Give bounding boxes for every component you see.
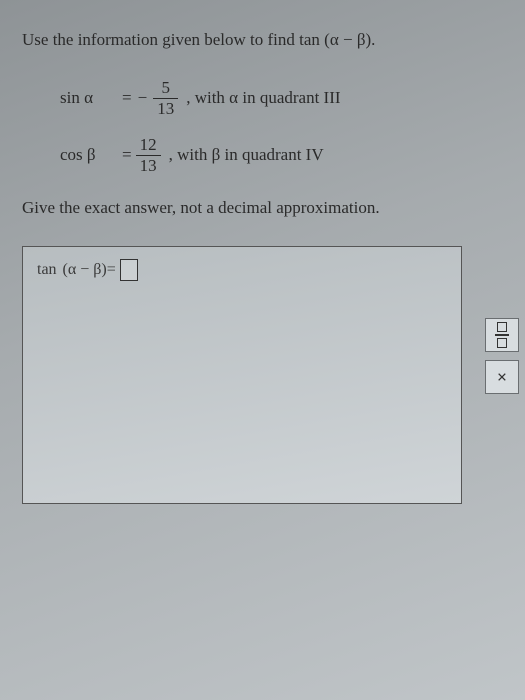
negative-sign-1: − [138,88,148,108]
fraction-tool-button[interactable] [485,318,519,352]
instruction-prefix: Use the information given below to find [22,30,299,49]
math-toolbox: × [485,318,519,394]
given-row-2: cos β = 12 13 , with β in quadrant IV [60,135,503,176]
numerator-1: 5 [157,78,174,98]
fraction-icon [495,322,509,348]
x-icon: × [497,367,507,388]
equals-1: = [122,88,132,108]
equals-2: = [122,145,132,165]
answer-expr-args: (α − β) [63,261,107,279]
fraction-1: 5 13 [153,78,178,119]
answer-func: tan [37,261,57,279]
answer-equals: = [107,261,116,279]
condition-1: , with α in quadrant III [186,88,340,108]
problem-instruction: Use the information given below to find … [22,28,503,52]
given-conditions: sin α = − 5 13 , with α in quadrant III … [60,78,503,176]
fraction-2: 12 13 [136,135,161,176]
lhs-2: cos β [60,145,122,165]
condition-2: , with β in quadrant IV [169,145,324,165]
answer-input[interactable] [120,259,138,281]
lhs-1: sin α [60,88,122,108]
numerator-2: 12 [136,135,161,155]
answer-area: tan (α − β) = [22,246,462,504]
secondary-instruction: Give the exact answer, not a decimal app… [22,198,503,218]
instruction-func: tan [299,30,320,49]
given-row-1: sin α = − 5 13 , with α in quadrant III [60,78,503,119]
clear-tool-button[interactable]: × [485,360,519,394]
denominator-1: 13 [153,98,178,119]
denominator-2: 13 [136,155,161,176]
answer-expression: tan (α − β) = [37,259,447,281]
instruction-expr: (α − β). [324,30,375,49]
